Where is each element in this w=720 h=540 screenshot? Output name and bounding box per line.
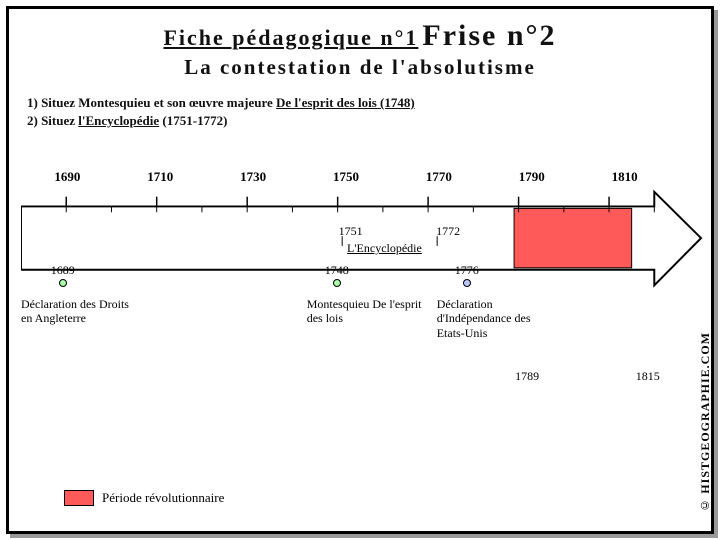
- event-marker-1776: [463, 279, 471, 287]
- frise-title: Frise n°2: [422, 19, 556, 52]
- event-text-1748: Montesquieu De l'esprit des lois: [307, 297, 427, 326]
- grad-year-1772: 1772: [436, 224, 460, 239]
- legend-text: Période révolutionnaire: [102, 490, 224, 506]
- event-marker-1689: [59, 279, 67, 287]
- year-top-1790: 1790: [519, 169, 545, 185]
- legend-box: [64, 490, 94, 506]
- event-marker-1748: [333, 279, 341, 287]
- q2-underline: l'Encyclopédie: [78, 113, 159, 128]
- title-line: Fiche pédagogique n°1 Frise n°2: [163, 19, 556, 53]
- year-top-1690: 1690: [54, 169, 80, 185]
- subtitle: La contestation de l'absolutisme: [9, 55, 711, 80]
- question-1: 1) Situez Montesquieu et son œuvre majeu…: [27, 94, 711, 112]
- page-frame: Fiche pédagogique n°1 Frise n°2 La conte…: [6, 6, 714, 534]
- grad-year-1751: 1751: [339, 224, 363, 239]
- year-top-1770: 1770: [426, 169, 452, 185]
- year-top-1710: 1710: [147, 169, 173, 185]
- year-top-1810: 1810: [612, 169, 638, 185]
- q2-prefix: 2) Situez: [27, 113, 78, 128]
- event-year-1776: 1776: [455, 263, 479, 278]
- period-year-1789: 1789: [515, 369, 539, 384]
- year-top-1730: 1730: [240, 169, 266, 185]
- q1-prefix: 1) Situez Montesquieu et son œuvre majeu…: [27, 95, 276, 110]
- header: Fiche pédagogique n°1 Frise n°2 La conte…: [9, 9, 711, 80]
- q1-underline: De l'esprit des lois (1748): [276, 95, 415, 110]
- question-2: 2) Situez l'Encyclopédie (1751-1772): [27, 112, 711, 130]
- legend: Période révolutionnaire: [64, 490, 224, 506]
- encyclopedie-label: L'Encyclopédie: [347, 241, 422, 256]
- q2-suffix: (1751-1772): [159, 113, 227, 128]
- timeline: 1690 1710 1730 1750 1770 1790 1810 1751 1772 1689…: [21, 169, 703, 429]
- questions: 1) Situez Montesquieu et son œuvre majeu…: [27, 94, 711, 130]
- event-year-1689: 1689: [51, 263, 75, 278]
- event-text-1689: Déclaration des Droits en Angleterre: [21, 297, 141, 326]
- copyright: © HISTGEOGRAPHIE.COM: [698, 332, 713, 513]
- event-text-1776: Déclaration d'Indépendance des Etats-Uni…: [437, 297, 557, 340]
- fiche-title: Fiche pédagogique n°1: [163, 25, 418, 50]
- period-year-1815: 1815: [636, 369, 660, 384]
- year-top-1750: 1750: [333, 169, 359, 185]
- event-year-1748: 1748: [325, 263, 349, 278]
